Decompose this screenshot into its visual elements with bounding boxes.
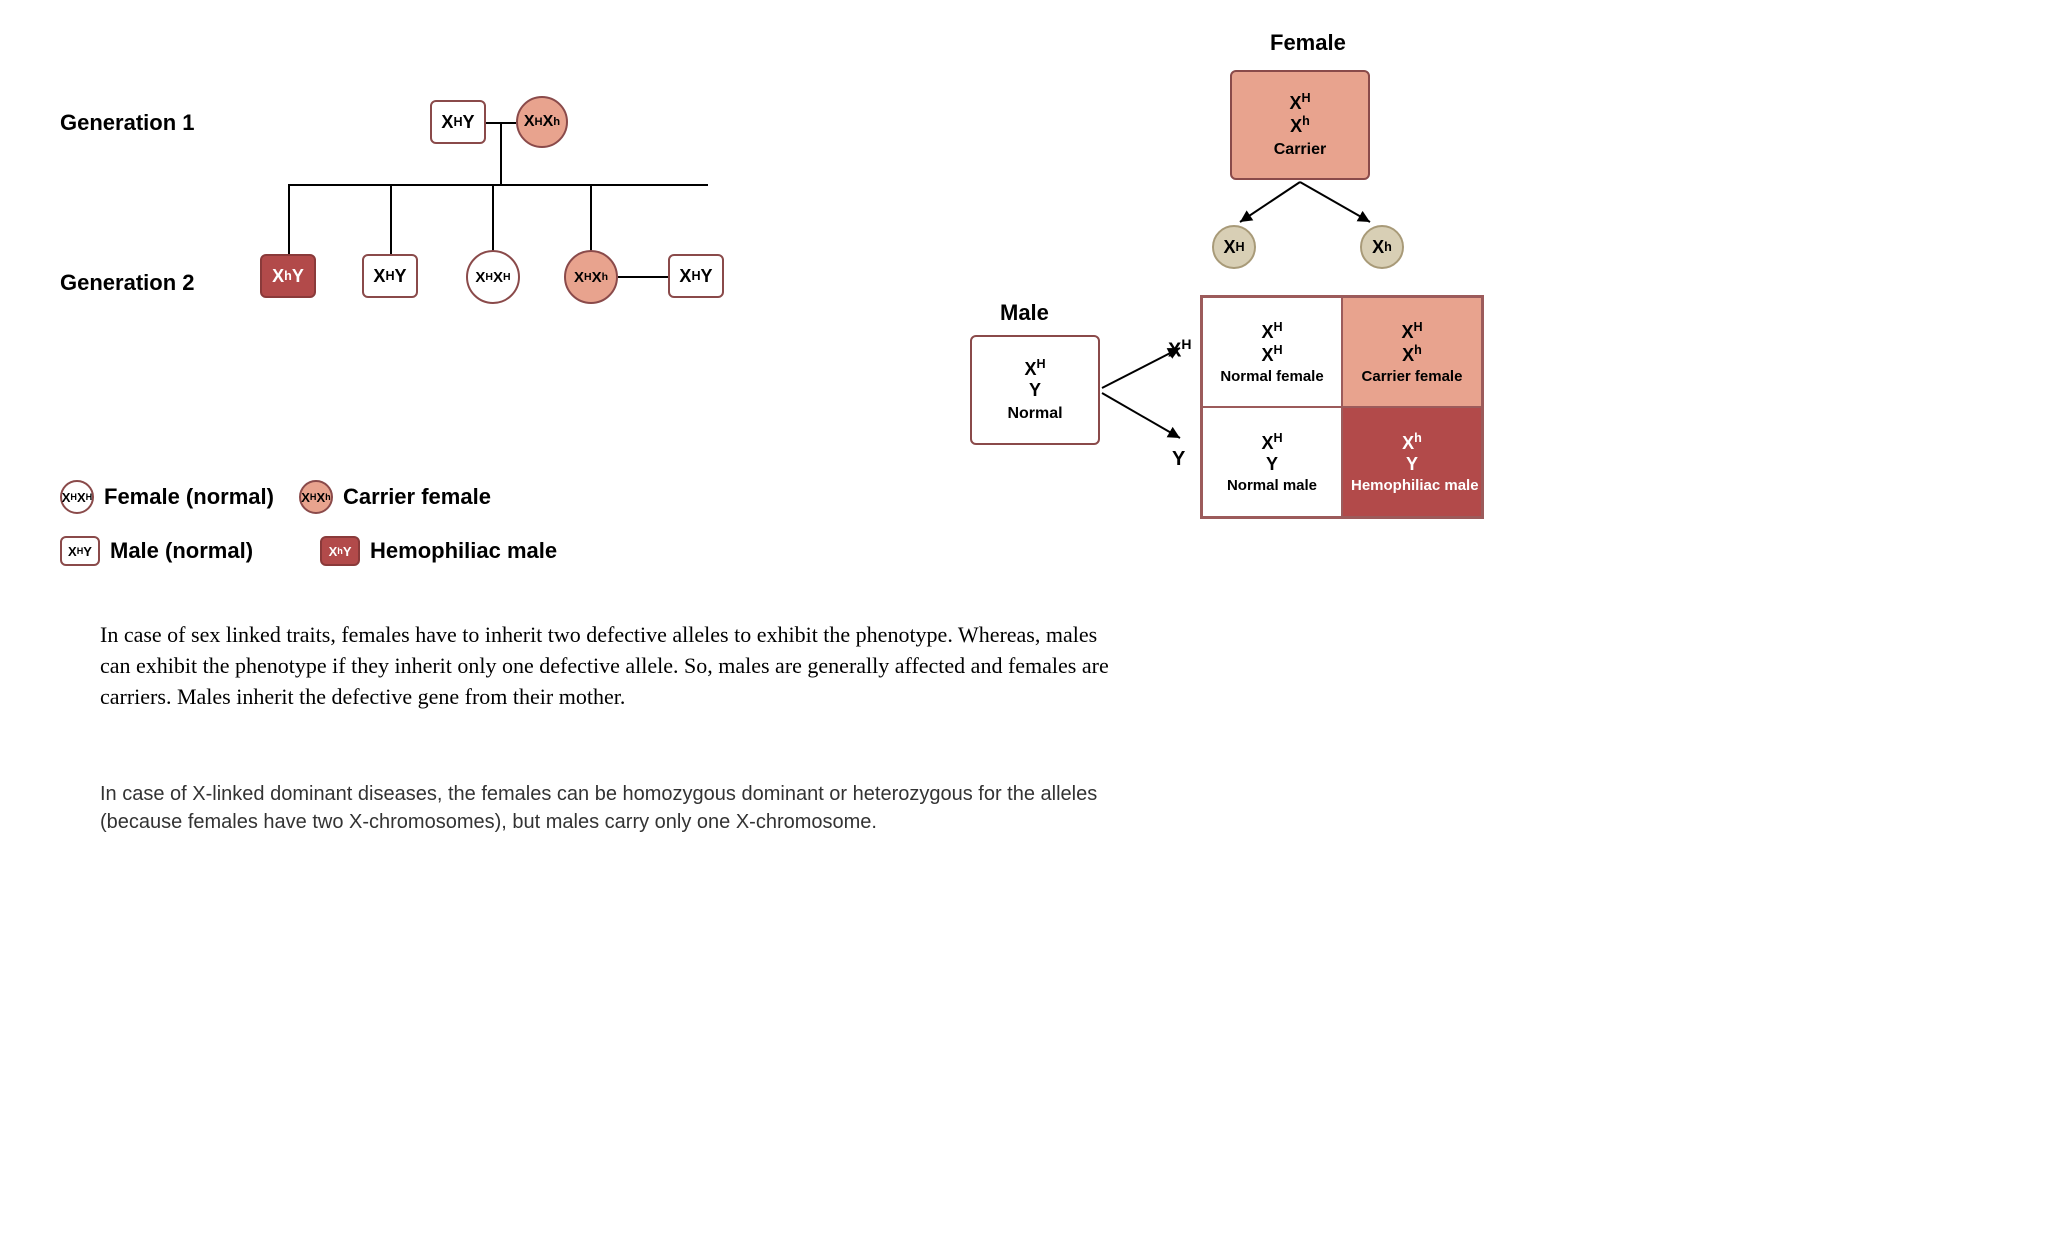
male-header: Male	[1000, 300, 1049, 326]
punnett-cell-carrier-female: XH Xh Carrier female	[1342, 297, 1482, 407]
cell-allele: Xh	[1402, 431, 1422, 454]
mother-gamete-1: XH	[1212, 225, 1256, 269]
female-header: Female	[1270, 30, 1346, 56]
child-5: XHY	[668, 254, 724, 298]
mother-arrows	[1220, 180, 1400, 230]
punnett-cell-normal-female: XH XH Normal female	[1202, 297, 1342, 407]
drop-line	[492, 184, 494, 254]
legend-icon: XHY	[60, 536, 100, 566]
child-4: XHXh	[564, 250, 618, 304]
mother-sub: Carrier	[1274, 141, 1326, 159]
cell-allele: XH	[1261, 431, 1282, 454]
father-allele1: XH	[1024, 357, 1045, 380]
legend-female-normal: XHXH Female (normal)	[60, 480, 274, 514]
cell-allele: Y	[1406, 454, 1418, 475]
cell-sub: Carrier female	[1362, 368, 1463, 385]
child-1: XhY	[260, 254, 316, 298]
cell-sub: Hemophiliac male	[1343, 477, 1479, 494]
legend: XHXH Female (normal) XHXh Carrier female…	[60, 480, 577, 582]
gen1-label: Generation 1	[60, 110, 194, 136]
father-gamete-1: XH	[1168, 336, 1191, 363]
father-box: XH Y Normal	[970, 335, 1100, 445]
page-root: Generation 1 Generation 2 XHY XHXh XhY X…	[60, 40, 1980, 1200]
child-2: XHY	[362, 254, 418, 298]
cell-allele: XH	[1261, 320, 1282, 343]
father-sub: Normal	[1007, 405, 1062, 423]
explanation-para-1: In case of sex linked traits, females ha…	[100, 620, 1120, 712]
drop-line	[590, 184, 592, 254]
legend-icon: XhY	[320, 536, 360, 566]
cell-sub: Normal male	[1227, 477, 1317, 494]
mother-box: XH Xh Carrier	[1230, 70, 1370, 180]
mother-allele2: Xh	[1290, 114, 1310, 137]
legend-label: Female (normal)	[104, 484, 274, 510]
father-gamete-2: Y	[1172, 448, 1185, 471]
drop-line	[390, 184, 392, 254]
cell-allele: Xh	[1402, 343, 1422, 366]
pedigree-line	[500, 124, 502, 184]
punnett-cell-normal-male: XH Y Normal male	[1202, 407, 1342, 517]
gen1-father: XHY	[430, 100, 486, 144]
legend-icon: XHXH	[60, 480, 94, 514]
legend-hemo-male: XhY Hemophiliac male	[320, 536, 557, 566]
mother-gamete-2: Xh	[1360, 225, 1404, 269]
father-allele2: Y	[1029, 380, 1041, 401]
punnett-square: XH XH Normal female XH Xh Carrier female…	[1200, 295, 1484, 519]
child-3: XHXH	[466, 250, 520, 304]
legend-icon: XHXh	[299, 480, 333, 514]
cell-allele: XH	[1401, 320, 1422, 343]
explanation-para-2: In case of X-linked dominant diseases, t…	[100, 780, 1120, 836]
marriage-line	[618, 276, 668, 278]
punnett-cell-hemophiliac-male: Xh Y Hemophiliac male	[1342, 407, 1482, 517]
sibling-bar	[288, 184, 708, 186]
cell-allele: Y	[1266, 454, 1278, 475]
gen1-mother: XHXh	[516, 96, 568, 148]
legend-label: Male (normal)	[110, 538, 253, 564]
mother-allele1: XH	[1289, 91, 1310, 114]
cell-sub: Normal female	[1220, 368, 1323, 385]
legend-label: Hemophiliac male	[370, 538, 557, 564]
gen2-label: Generation 2	[60, 270, 194, 296]
legend-label: Carrier female	[343, 484, 491, 510]
cell-allele: XH	[1261, 343, 1282, 366]
legend-male-normal: XHY Male (normal)	[60, 536, 253, 566]
drop-line	[288, 184, 290, 254]
legend-carrier-female: XHXh Carrier female	[299, 480, 491, 514]
